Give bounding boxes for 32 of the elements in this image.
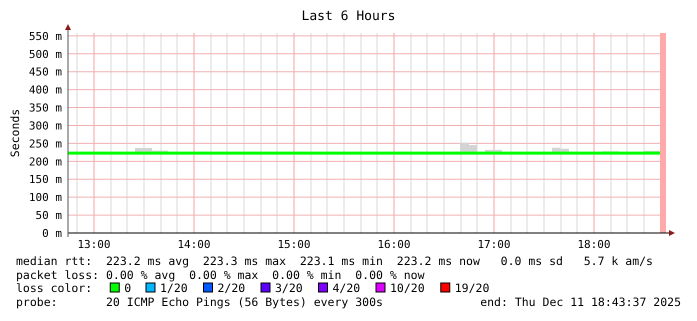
- y-tick-label: 550 m: [28, 30, 62, 43]
- legend-label: 10/20: [390, 281, 425, 295]
- x-tick-label: 14:00: [177, 238, 211, 251]
- y-tick-label: 0 m: [42, 227, 62, 240]
- legend-label: 2/20: [218, 281, 246, 295]
- text: end: Thu Dec 11 18:43:37 2025: [480, 295, 681, 309]
- x-tick-label: 18:00: [577, 238, 611, 251]
- legend-label: 4/20: [332, 281, 360, 295]
- x-tick-label: 17:00: [477, 238, 511, 251]
- y-tick-label: 150 m: [28, 173, 62, 186]
- legend-title: loss color:: [16, 281, 92, 295]
- y-tick-label: 500 m: [28, 48, 62, 61]
- chart-title: Last 6 Hours: [302, 9, 396, 24]
- y-tick-label: 250 m: [28, 137, 62, 150]
- text: probe: 20 ICMP Echo Pings (56 Bytes) every 300s: [16, 295, 383, 309]
- text: median rtt: 223.2 ms avg 223.3 ms max 223.1 ms min 223.2 ms now 0.0 ms sd 5.7 k am/s: [16, 254, 653, 268]
- legend-label: 3/20: [275, 281, 303, 295]
- y-tick-label: 450 m: [28, 66, 62, 79]
- y-tick-label: 200 m: [28, 155, 62, 168]
- x-tick-label: 15:00: [277, 238, 311, 251]
- x-tick-label: 13:00: [77, 238, 111, 251]
- legend-label: 19/20: [454, 281, 490, 295]
- legend-label: 0: [124, 281, 132, 295]
- y-tick-label: 50 m: [36, 209, 62, 222]
- y-tick-label: 300 m: [28, 119, 62, 132]
- x-tick-label: 16:00: [377, 238, 411, 251]
- text: packet loss: 0.00 % avg 0.00 % max 0.00 % min 0.00 % now: [16, 268, 425, 282]
- y-tick-label: 100 m: [28, 191, 62, 204]
- y-tick-label: 350 m: [28, 102, 62, 115]
- y-axis-title: Seconds: [8, 108, 22, 158]
- y-tick-label: 400 m: [28, 84, 62, 97]
- legend-label: 1/20: [160, 281, 188, 295]
